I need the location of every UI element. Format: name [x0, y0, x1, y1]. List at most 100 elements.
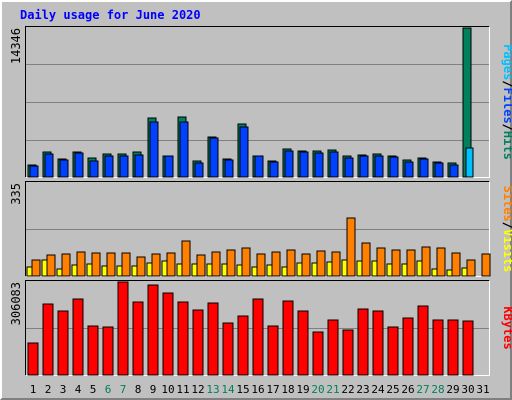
sites-bar: [121, 252, 131, 277]
sites-bar: [61, 253, 71, 277]
files-bar: [119, 155, 129, 178]
sites-bar: [106, 252, 116, 277]
kbytes-bar: [162, 292, 174, 376]
files-bar: [104, 155, 114, 178]
x-tick-label: 12: [191, 383, 204, 396]
x-tick-label: 18: [281, 383, 294, 396]
sites-bar: [256, 253, 266, 277]
sites-bar: [301, 253, 311, 277]
x-tick-label: 27: [416, 383, 429, 396]
series-label-part: /: [501, 124, 512, 131]
sites-bar: [466, 259, 476, 277]
sites-bar: [406, 249, 416, 277]
sites-bar: [286, 249, 296, 277]
plot-layer: 14346 Pages/Files/Hits 335 Sites / Visits 3060…: [9, 26, 512, 396]
x-tick-label: 20: [311, 383, 324, 396]
series-label-kbytes: KBytes: [501, 306, 512, 349]
series-label-part: /: [501, 80, 512, 87]
files-bar: [239, 126, 249, 178]
x-tick-label: 3: [60, 383, 67, 396]
series-label-part: Visits: [501, 229, 512, 272]
kbytes-bar: [312, 331, 324, 376]
files-bar: [89, 160, 99, 178]
files-bar: [74, 152, 84, 178]
sites-bar: [166, 252, 176, 277]
kbytes-bar: [387, 326, 399, 376]
files-bar: [284, 150, 294, 178]
x-tick-label: 13: [206, 383, 219, 396]
sites-bar: [376, 247, 386, 277]
panel-visits-sites: 335 Sites/Visits: [9, 181, 512, 277]
files-bar: [194, 162, 204, 178]
kbytes-bar: [222, 322, 234, 376]
sites-bar: [181, 240, 191, 277]
x-tick-label: 9: [150, 383, 157, 396]
x-tick-label: 4: [75, 383, 82, 396]
kbytes-bar: [207, 302, 219, 376]
files-bar: [269, 161, 279, 178]
series-label-part: Files: [501, 88, 512, 124]
sites-bar: [226, 249, 236, 277]
files-bar: [374, 155, 384, 178]
x-tick-label: 19: [296, 383, 309, 396]
x-tick-label: 24: [371, 383, 385, 396]
files-bar: [209, 137, 219, 178]
x-tick-label: 11: [176, 383, 189, 396]
kbytes-bar: [267, 325, 279, 376]
files-bar: [164, 155, 174, 178]
x-tick-label: 10: [161, 383, 174, 396]
x-tick-label: 25: [386, 383, 399, 396]
plot-frame-dark: [25, 26, 490, 178]
sites-bar: [481, 253, 491, 277]
panel-hits-files-pages: 14346 Pages/Files/Hits: [9, 26, 512, 178]
sites-bar: [421, 246, 431, 277]
files-bar: [44, 153, 54, 178]
files-bar: [419, 158, 429, 178]
kbytes-bar: [117, 281, 129, 376]
plot-frame-dark: [25, 280, 490, 376]
kbytes-bar: [342, 329, 354, 376]
x-tick-label: 30: [461, 383, 474, 396]
x-tick-label: 2: [45, 383, 52, 396]
sites-bar: [436, 247, 446, 277]
x-tick-label: 29: [446, 383, 459, 396]
series-label-part: Sites: [501, 186, 512, 222]
kbytes-bar: [282, 300, 294, 376]
kbytes-bar: [252, 298, 264, 376]
sites-bar: [31, 259, 41, 277]
files-bar: [29, 165, 39, 178]
x-tick-label: 21: [326, 383, 339, 396]
files-bar: [344, 157, 354, 178]
sites-bar: [271, 251, 281, 277]
sites-bar: [91, 252, 101, 277]
files-bar: [254, 155, 264, 178]
kbytes-bar: [462, 320, 474, 376]
pages-bar: [465, 147, 474, 178]
kbytes-bar: [327, 319, 339, 376]
sites-bar: [76, 251, 86, 277]
kbytes-bar: [87, 325, 99, 376]
kbytes-bar: [147, 284, 159, 376]
kbytes-bar: [372, 310, 384, 376]
kbytes-bar: [417, 305, 429, 376]
x-tick-label: 16: [251, 383, 264, 396]
sites-bar: [241, 247, 251, 277]
kbytes-bar: [72, 298, 84, 376]
plot-frame-dark: [25, 181, 490, 277]
x-tick-label: 6: [105, 383, 112, 396]
kbytes-bar: [102, 326, 114, 376]
x-tick-label: 28: [431, 383, 444, 396]
sites-bar: [346, 217, 356, 277]
sites-bar: [391, 249, 401, 277]
y-max-label-hits-files-pages: 14346: [9, 28, 23, 64]
x-tick-label: 15: [236, 383, 249, 396]
files-bar: [359, 155, 369, 178]
series-label-hits-files-pages: Pages/Files/Hits: [501, 44, 512, 160]
x-tick-label: 23: [356, 383, 369, 396]
y-max-label-visits-sites: 335: [9, 183, 23, 205]
x-tick-label: 8: [135, 383, 142, 396]
y-max-label-kbytes: 306083: [9, 282, 23, 325]
x-tick-label: 1: [30, 383, 37, 396]
x-tick-label: 7: [120, 383, 127, 396]
